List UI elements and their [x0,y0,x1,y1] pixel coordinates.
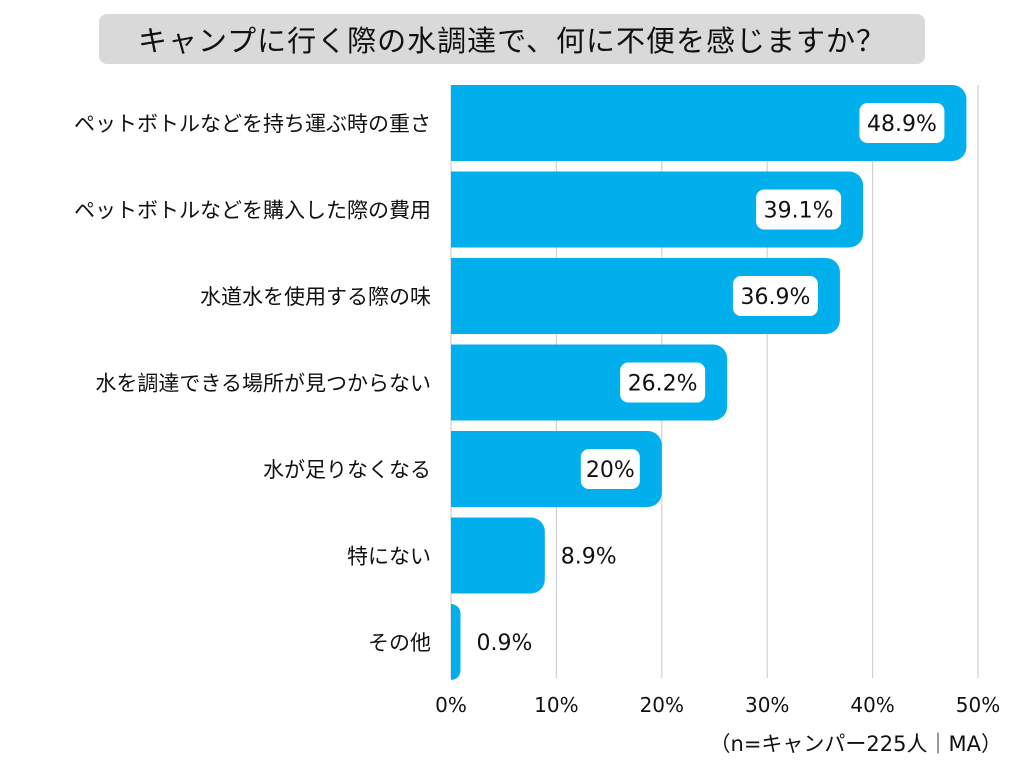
category-label: 水道水を使用する際の味 [200,285,431,309]
bar-1 [451,85,967,161]
category-label: ペットボトルなどを購入した際の費用 [74,199,431,223]
value-label-box [620,362,706,403]
x-tick-label: 30% [745,693,789,717]
category-label: ペットボトルなどを持ち運ぶ時の重さ [74,112,431,136]
value-label: 39.1% [764,199,834,224]
x-tick-label: 50% [956,693,1000,717]
value-label: 36.9% [740,285,810,310]
label-layer: 0% 10% 20% 30% 40% 50% ペットボトルなどを持ち運ぶ時の重さ 48.9% ペ… [74,103,1000,717]
value-label: 26.2% [628,372,698,397]
value-label: 0.9% [476,631,532,656]
value-label: 48.9% [867,112,937,137]
value-label-box [859,103,945,143]
category-label: 特にない [347,545,431,569]
bar-6 [451,517,545,594]
value-label-box [756,189,842,230]
x-tick-label: 0% [435,693,467,717]
category-label: その他 [368,631,431,655]
x-tick-label: 40% [850,693,894,717]
x-tick-label: 20% [640,693,684,717]
value-label-box [580,449,640,489]
bar-7 [451,604,461,680]
bar-2 [451,171,864,248]
value-label: 8.9% [561,545,617,570]
sample-note: （n=キャンパー225人｜MA） [709,732,1002,756]
x-tick-label: 10% [534,693,578,717]
value-label-box [732,276,818,316]
category-label: 水を調達できる場所が見つからない [95,372,431,396]
category-label: 水が足りなくなる [263,458,431,482]
chart-title: キャンプに行く際の水調達で、何に不便を感じますか？ [99,14,925,64]
value-label: 20% [586,458,635,483]
bar-layer [451,85,967,680]
